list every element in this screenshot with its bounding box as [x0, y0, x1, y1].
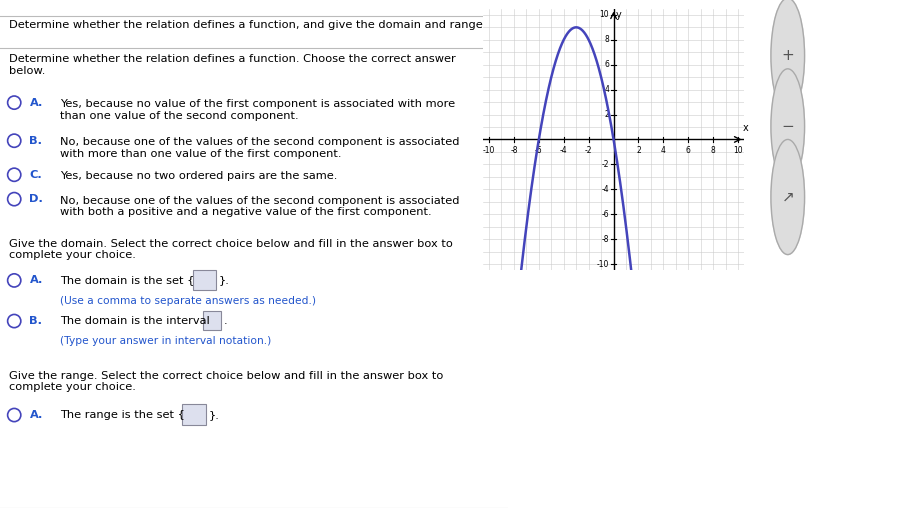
Text: −: −	[781, 119, 794, 134]
Text: 2: 2	[636, 146, 641, 155]
Text: The domain is the set {: The domain is the set {	[60, 275, 194, 285]
Text: -6: -6	[601, 210, 610, 219]
Text: Yes, because no two ordered pairs are the same.: Yes, because no two ordered pairs are th…	[60, 171, 337, 181]
Text: 8: 8	[604, 35, 610, 44]
Text: -10: -10	[483, 146, 495, 155]
Text: -6: -6	[535, 146, 543, 155]
Text: D.: D.	[30, 194, 43, 204]
Text: A.: A.	[30, 410, 43, 420]
Text: -4: -4	[560, 146, 567, 155]
Text: 8: 8	[711, 146, 716, 155]
Text: 4: 4	[604, 85, 610, 94]
Text: A.: A.	[30, 275, 43, 285]
Circle shape	[771, 139, 805, 255]
Text: The domain is the interval: The domain is the interval	[60, 316, 209, 326]
Text: x: x	[743, 123, 749, 133]
Text: Give the range. Select the correct choice below and fill in the answer box to
co: Give the range. Select the correct choic…	[9, 371, 443, 393]
Text: -4: -4	[601, 185, 610, 194]
Text: B.: B.	[30, 136, 42, 146]
Text: (Type your answer in interval notation.): (Type your answer in interval notation.)	[60, 336, 271, 346]
Text: C.: C.	[30, 170, 42, 180]
Text: (Use a comma to separate answers as needed.): (Use a comma to separate answers as need…	[60, 296, 316, 306]
Text: The range is the set {: The range is the set {	[60, 410, 185, 420]
FancyBboxPatch shape	[192, 270, 217, 290]
Text: No, because one of the values of the second component is associated
with more th: No, because one of the values of the sec…	[60, 137, 459, 159]
Text: -8: -8	[510, 146, 518, 155]
Text: B.: B.	[30, 316, 42, 326]
Text: Give the domain. Select the correct choice below and fill in the answer box to
c: Give the domain. Select the correct choi…	[9, 239, 453, 261]
Text: No, because one of the values of the second component is associated
with both a : No, because one of the values of the sec…	[60, 196, 459, 217]
Text: 10: 10	[734, 146, 743, 155]
Text: }.: }.	[218, 275, 229, 285]
Text: 2: 2	[604, 110, 610, 119]
Text: +: +	[781, 48, 794, 63]
Circle shape	[771, 69, 805, 184]
Text: ↗: ↗	[781, 189, 794, 205]
Text: 10: 10	[600, 10, 610, 19]
Text: -10: -10	[597, 260, 610, 269]
Text: }.: }.	[209, 410, 219, 420]
Circle shape	[771, 0, 805, 113]
Text: 4: 4	[661, 146, 666, 155]
Text: 6: 6	[686, 146, 690, 155]
FancyBboxPatch shape	[182, 404, 206, 425]
Text: y: y	[616, 10, 622, 20]
FancyBboxPatch shape	[202, 311, 221, 330]
Text: -2: -2	[601, 160, 610, 169]
Text: -2: -2	[585, 146, 592, 155]
Text: -8: -8	[601, 235, 610, 244]
Text: .: .	[224, 316, 227, 326]
Text: A.: A.	[30, 98, 43, 108]
Text: 6: 6	[604, 60, 610, 69]
Text: Determine whether the relation defines a function, and give the domain and range: Determine whether the relation defines a…	[9, 20, 486, 30]
Text: Yes, because no value of the first component is associated with more
than one va: Yes, because no value of the first compo…	[60, 99, 455, 121]
Text: Determine whether the relation defines a function. Choose the correct answer
bel: Determine whether the relation defines a…	[9, 54, 456, 76]
